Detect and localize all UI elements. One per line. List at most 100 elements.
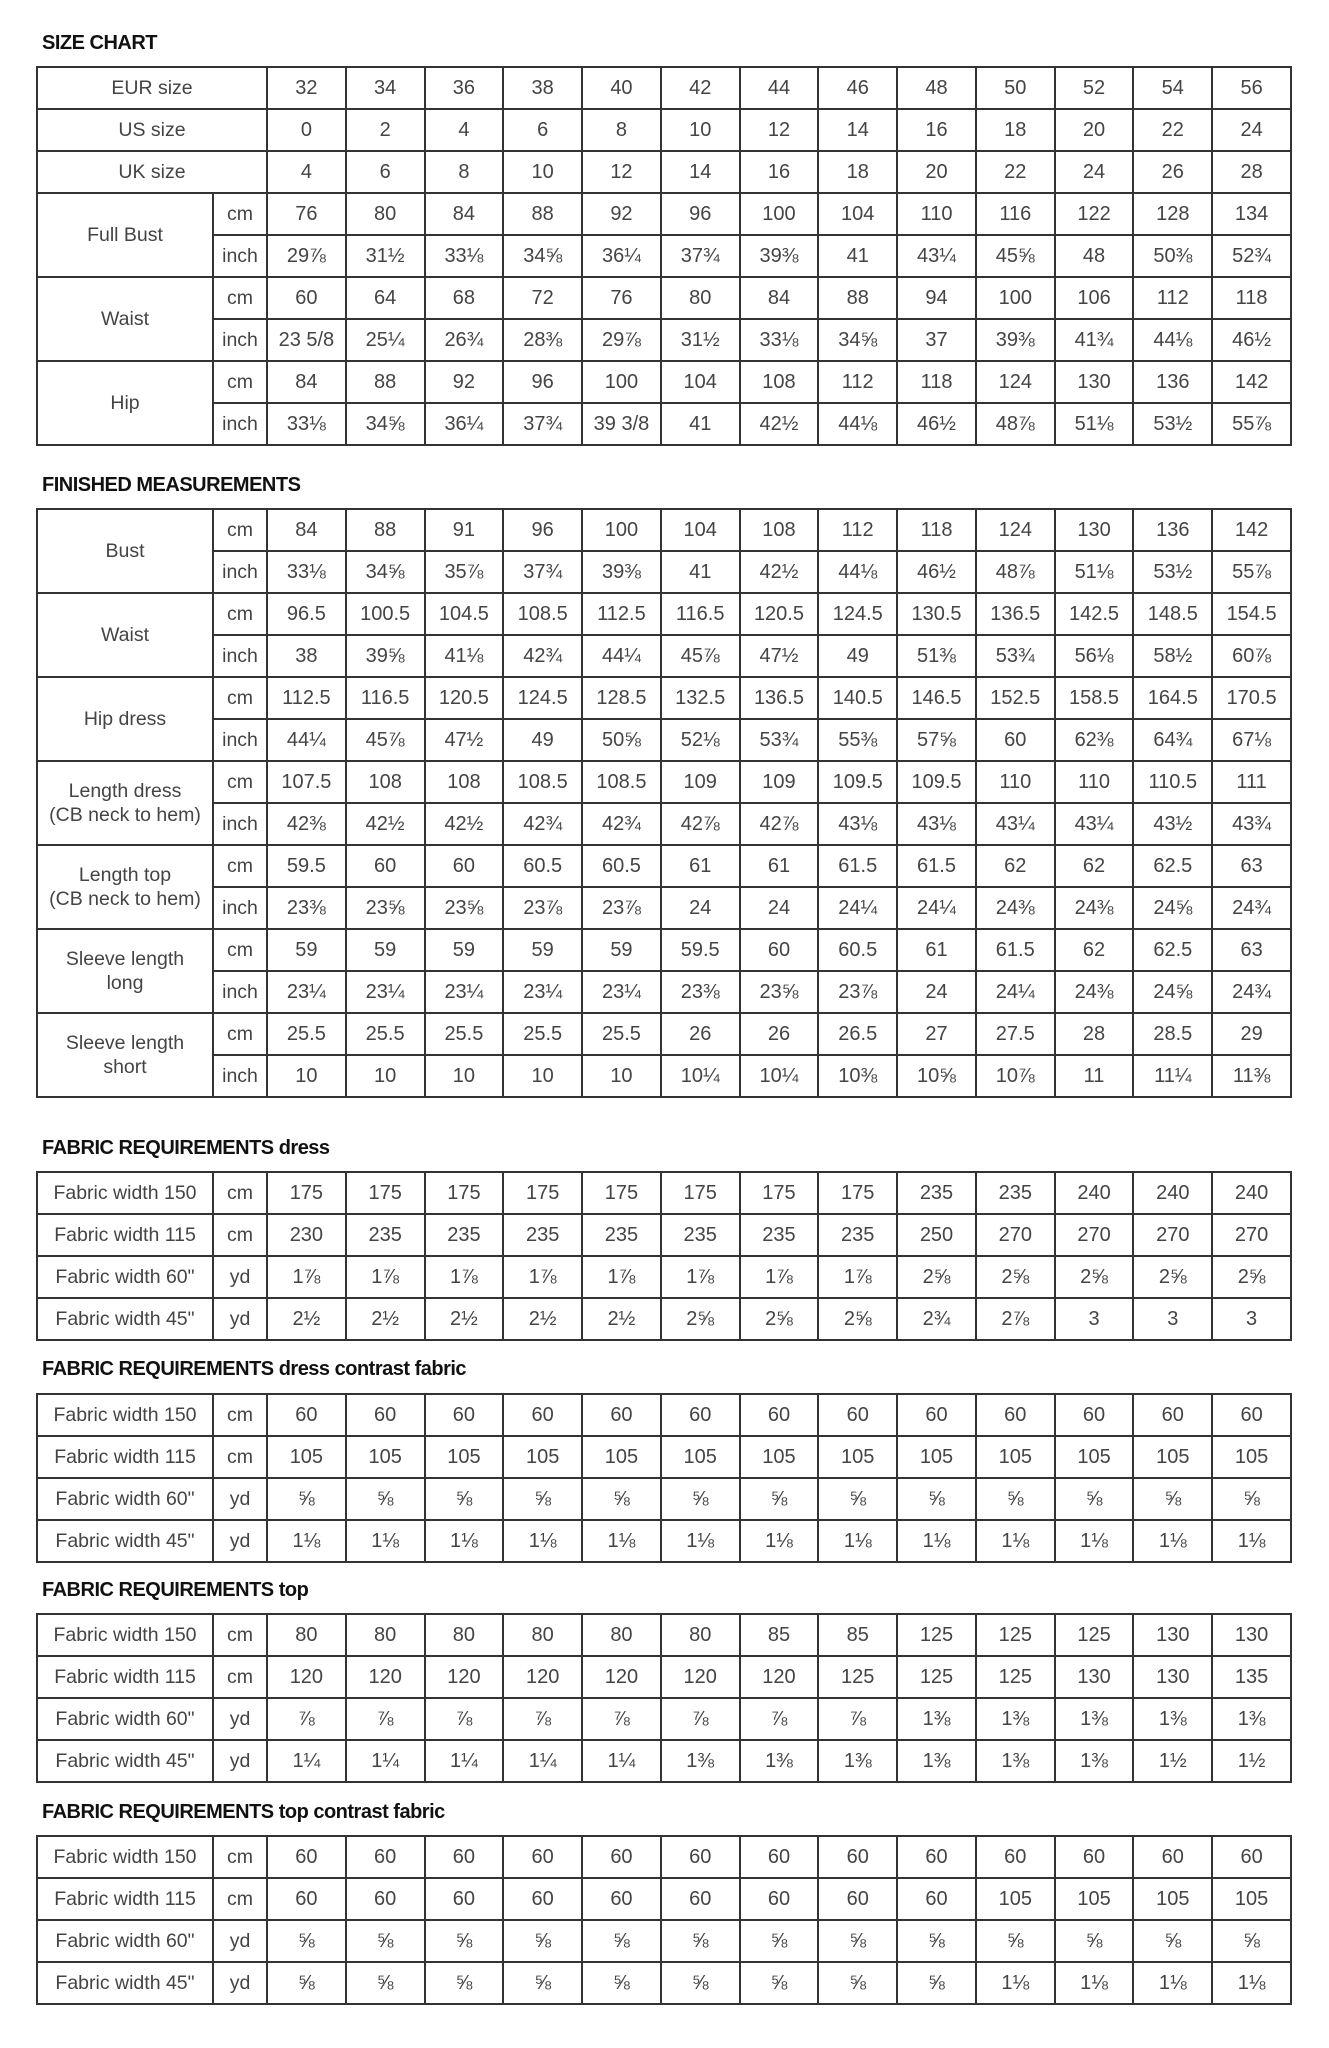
- value-cell: 43¼: [1053, 802, 1135, 846]
- value-cell: ⅝: [266, 1477, 347, 1521]
- value-cell: 24⅝: [1132, 970, 1214, 1014]
- unit-cell: inch: [212, 718, 268, 762]
- table-row: inch 10 10 10 10 10 10¼ 10¼ 10⅜ 10⅝ 10⅞ 11 11¼ 11⅜: [37, 1054, 1292, 1098]
- section-title: FABRIC REQUIREMENTS dress contrast fabri…: [42, 1358, 467, 1381]
- table-row: inch 33⅛ 34⅝ 35⅞ 37¾ 39⅜ 41 42½ 44⅛ 46½ 48⅞ 51⅛ 53½ 5…: [37, 550, 1292, 594]
- unit-cell: cm: [212, 1877, 268, 1921]
- value-cell: 1¼: [423, 1739, 505, 1783]
- value-cell: 1⅛: [344, 1519, 426, 1563]
- value-cell: ⅝: [1053, 1477, 1135, 1521]
- value-cell: 42½: [423, 802, 505, 846]
- value-cell: 60: [817, 1835, 899, 1879]
- value-cell: 105: [974, 1877, 1056, 1921]
- value-cell: 270: [1053, 1213, 1135, 1257]
- value-cell: 105: [1211, 1877, 1292, 1921]
- value-cell: 250: [896, 1213, 977, 1257]
- value-cell: 38: [502, 66, 584, 110]
- value-cell: 109: [738, 760, 820, 804]
- value-cell: 50⅝: [581, 718, 662, 762]
- value-cell: ⅝: [344, 1919, 426, 1963]
- value-cell: 34⅝: [344, 550, 426, 594]
- value-cell: 47½: [423, 718, 505, 762]
- value-cell: 100: [581, 360, 662, 404]
- table-row: inch 23⅜ 23⅝ 23⅝ 23⅞ 23⅞ 24 24 24¼ 24¼ 24⅜ 24⅜ 24⅝ 24…: [37, 886, 1292, 930]
- value-cell: ⅝: [266, 1919, 347, 1963]
- value-cell: 57⅝: [896, 718, 977, 762]
- unit-cell: yd: [212, 1919, 268, 1963]
- value-cell: 28.5: [1132, 1012, 1214, 1056]
- value-cell: 60⅞: [1211, 634, 1292, 678]
- value-cell: 1⅞: [659, 1255, 741, 1299]
- row-label: Fabric width 115: [36, 1655, 214, 1699]
- value-cell: 170.5: [1211, 676, 1292, 720]
- value-cell: 37¾: [659, 234, 741, 278]
- value-cell: 116.5: [344, 676, 426, 720]
- value-cell: 60: [1053, 1835, 1135, 1879]
- value-cell: 1½: [1132, 1739, 1214, 1783]
- value-cell: 49: [817, 634, 899, 678]
- value-cell: 107.5: [266, 760, 347, 804]
- row-label: Fabric width 60": [36, 1255, 214, 1299]
- value-cell: 60: [896, 1393, 977, 1437]
- value-cell: 60.5: [817, 928, 899, 972]
- value-cell: 85: [738, 1613, 820, 1657]
- row-group-label: Full Bust: [36, 192, 214, 278]
- value-cell: 132.5: [659, 676, 741, 720]
- value-cell: 3: [1053, 1297, 1135, 1341]
- value-cell: 4: [423, 108, 505, 152]
- unit-cell: yd: [212, 1961, 268, 2005]
- value-cell: 1⅞: [423, 1255, 505, 1299]
- value-cell: 1⅛: [659, 1519, 741, 1563]
- value-cell: 105: [1053, 1435, 1135, 1479]
- value-cell: 58½: [1132, 634, 1214, 678]
- row-label: Fabric width 150: [36, 1613, 214, 1657]
- value-cell: 26¾: [423, 318, 505, 362]
- value-cell: 41: [817, 234, 899, 278]
- value-cell: 60: [738, 1393, 820, 1437]
- value-cell: 23⅝: [738, 970, 820, 1014]
- value-cell: 60: [896, 1877, 977, 1921]
- value-cell: 37¾: [502, 402, 584, 446]
- value-cell: 46½: [1211, 318, 1292, 362]
- row-group-label: Waist: [36, 592, 214, 678]
- value-cell: 14: [659, 150, 741, 194]
- value-cell: ⅝: [974, 1919, 1056, 1963]
- value-cell: 23¼: [581, 970, 662, 1014]
- value-cell: 24: [659, 886, 741, 930]
- value-cell: 53½: [1132, 550, 1214, 594]
- measurement-table: Fabric width 150 cm 175 175 175 175 175 175 175 1…: [36, 1171, 1292, 1341]
- value-cell: 105: [738, 1435, 820, 1479]
- value-cell: 53¾: [974, 634, 1056, 678]
- value-cell: 6: [344, 150, 426, 194]
- value-cell: 32: [266, 66, 347, 110]
- value-cell: ⅞: [817, 1697, 899, 1741]
- value-cell: 136.5: [974, 592, 1056, 636]
- table-row: inch 38 39⅝ 41⅛ 42¾ 44¼ 45⅞ 47½ 49 51⅜ 53¾ 56⅛ 58½ 60…: [37, 634, 1292, 678]
- unit-cell: cm: [212, 1655, 268, 1699]
- value-cell: 88: [502, 192, 584, 236]
- value-cell: 31½: [344, 234, 426, 278]
- unit-cell: inch: [212, 550, 268, 594]
- value-cell: 125: [896, 1655, 977, 1699]
- value-cell: 235: [344, 1213, 426, 1257]
- value-cell: 130.5: [896, 592, 977, 636]
- value-cell: 104: [659, 360, 741, 404]
- section-title-bold: FABRIC REQUIREMENTS: [42, 1137, 274, 1159]
- value-cell: 60.5: [502, 844, 584, 888]
- value-cell: 1¼: [581, 1739, 662, 1783]
- value-cell: 38: [266, 634, 347, 678]
- value-cell: 37: [896, 318, 977, 362]
- value-cell: 1¼: [344, 1739, 426, 1783]
- value-cell: 1⅛: [502, 1519, 584, 1563]
- value-cell: 24: [896, 970, 977, 1014]
- value-cell: 1¼: [266, 1739, 347, 1783]
- value-cell: 112.5: [581, 592, 662, 636]
- value-cell: 62.5: [1132, 844, 1214, 888]
- value-cell: 2⅝: [974, 1255, 1056, 1299]
- row-label: Fabric width 60": [36, 1919, 214, 1963]
- value-cell: 51⅛: [1053, 550, 1135, 594]
- value-cell: 42: [659, 66, 741, 110]
- unit-cell: inch: [212, 318, 268, 362]
- value-cell: 44⅛: [817, 402, 899, 446]
- value-cell: 54: [1132, 66, 1214, 110]
